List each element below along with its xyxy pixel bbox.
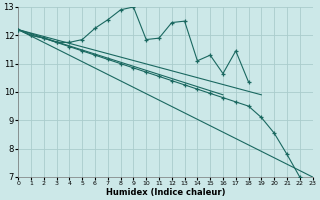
X-axis label: Humidex (Indice chaleur): Humidex (Indice chaleur) — [106, 188, 225, 197]
